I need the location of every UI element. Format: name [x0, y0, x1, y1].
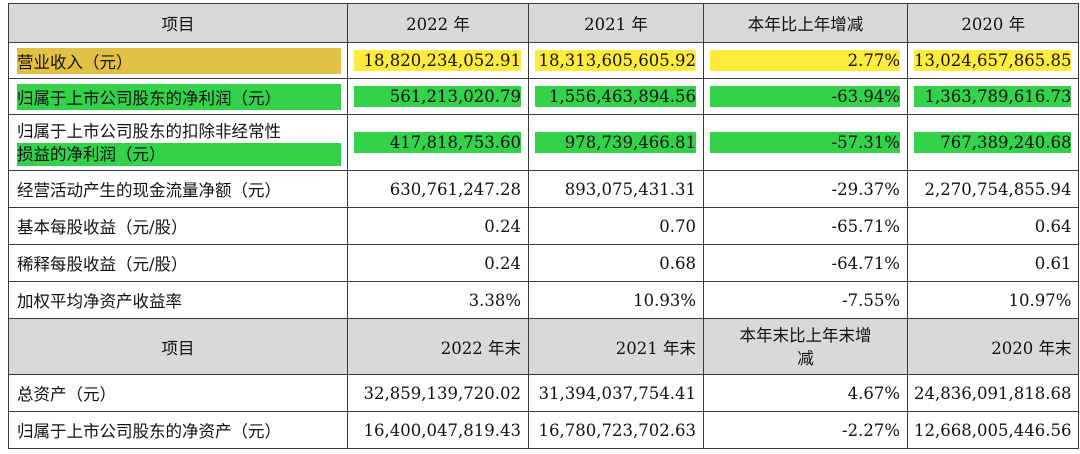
row-label: 基本每股收益（元/股） — [8, 207, 348, 245]
cell-2022: 417,818,753.60 — [347, 114, 529, 171]
table-row: 营业收入（元） 18,820,234,052.91 18,313,605,605… — [8, 42, 1080, 79]
row-label: 稀释每股收益（元/股） — [8, 244, 348, 282]
cell-2021: 1,556,463,894.56 — [528, 78, 704, 115]
cell-2022: 0.24 — [347, 244, 529, 282]
row-label: 归属于上市公司股东的净利润（元） — [8, 78, 348, 115]
cell-2020: 2,270,754,855.94 — [906, 170, 1080, 208]
table-row: 经营活动产生的现金流量净额（元） 630,761,247.28 893,075,… — [8, 170, 1080, 208]
cell-change: 4.67% — [703, 374, 908, 412]
header-item: 项目 — [8, 3, 348, 43]
header-2020: 2020 年 — [906, 3, 1080, 43]
header-2021: 2021 年 — [528, 3, 704, 43]
header-2020-end: 2020 年末 — [906, 318, 1080, 375]
cell-2020: 10.97% — [906, 281, 1080, 319]
cell-2020: 13,024,657,865.85 — [906, 42, 1080, 79]
cell-2022: 18,820,234,052.91 — [347, 42, 529, 79]
cell-change: 2.77% — [703, 42, 908, 79]
cell-2022: 0.24 — [347, 207, 529, 245]
cell-change: -65.71% — [703, 207, 908, 245]
cell-2021: 10.93% — [528, 281, 704, 319]
header-2022-end: 2022 年末 — [347, 318, 529, 375]
cell-2021: 0.70 — [528, 207, 704, 245]
row-label: 经营活动产生的现金流量净额（元） — [8, 170, 348, 208]
highlight-marker: 营业收入（元） — [17, 47, 341, 74]
cell-change: -7.55% — [703, 281, 908, 319]
row-label: 加权平均净资产收益率 — [8, 281, 348, 319]
header-change: 本年比上年增减 — [703, 3, 908, 43]
cell-2020: 767,389,240.68 — [906, 114, 1080, 171]
cell-2020: 12,668,005,446.56 — [906, 411, 1080, 449]
row-label: 归属于上市公司股东的扣除非经常性 损益的净利润（元） — [8, 114, 348, 171]
cell-2022: 16,400,047,819.43 — [347, 411, 529, 449]
table-row: 基本每股收益（元/股） 0.24 0.70 -65.71% 0.64 — [8, 207, 1080, 245]
cell-2022: 561,213,020.79 — [347, 78, 529, 115]
cell-2022: 630,761,247.28 — [347, 170, 529, 208]
cell-change: -64.71% — [703, 244, 908, 282]
cell-2021: 16,780,723,702.63 — [528, 411, 704, 449]
cell-2021: 18,313,605,605.92 — [528, 42, 704, 79]
cell-change: -29.37% — [703, 170, 908, 208]
cell-change: -2.27% — [703, 411, 908, 449]
cell-2020: 0.64 — [906, 207, 1080, 245]
row-label: 归属于上市公司股东的净资产（元） — [8, 411, 348, 449]
table-row: 加权平均净资产收益率 3.38% 10.93% -7.55% 10.97% — [8, 281, 1080, 319]
header-2022: 2022 年 — [347, 3, 529, 43]
table-row: 归属于上市公司股东的净资产（元） 16,400,047,819.43 16,78… — [8, 411, 1080, 449]
header-item: 项目 — [8, 318, 348, 375]
financial-summary-table: 项目 2022 年 2021 年 本年比上年增减 2020 年 营业收入（元） … — [8, 3, 1080, 449]
header-2021-end: 2021 年末 — [528, 318, 704, 375]
cell-2022: 3.38% — [347, 281, 529, 319]
cell-2021: 978,739,466.81 — [528, 114, 704, 171]
table-row: 总资产（元） 32,859,139,720.02 31,394,037,754.… — [8, 374, 1080, 412]
cell-2020: 0.61 — [906, 244, 1080, 282]
cell-change: -57.31% — [703, 114, 908, 171]
cell-2020: 1,363,789,616.73 — [906, 78, 1080, 115]
cell-change: -63.94% — [703, 78, 908, 115]
highlight-marker: 损益的净利润（元） — [17, 142, 341, 166]
cell-2021: 31,394,037,754.41 — [528, 374, 704, 412]
cell-2021: 893,075,431.31 — [528, 170, 704, 208]
table-row: 归属于上市公司股东的净利润（元） 561,213,020.79 1,556,46… — [8, 78, 1080, 115]
header-change: 本年末比上年末增 减 — [703, 318, 908, 375]
table-row: 稀释每股收益（元/股） 0.24 0.68 -64.71% 0.61 — [8, 244, 1080, 282]
highlight-marker: 归属于上市公司股东的净利润（元） — [17, 83, 341, 110]
row-label: 总资产（元） — [8, 374, 348, 412]
table-header-row: 项目 2022 年末 2021 年末 本年末比上年末增 减 2020 年末 — [8, 318, 1080, 375]
table-header-row: 项目 2022 年 2021 年 本年比上年增减 2020 年 — [8, 3, 1080, 43]
cell-2021: 0.68 — [528, 244, 704, 282]
cell-2022: 32,859,139,720.02 — [347, 374, 529, 412]
table-row: 归属于上市公司股东的扣除非经常性 损益的净利润（元） 417,818,753.6… — [8, 114, 1080, 171]
cell-2020: 24,836,091,818.68 — [906, 374, 1080, 412]
row-label: 营业收入（元） — [8, 42, 348, 79]
